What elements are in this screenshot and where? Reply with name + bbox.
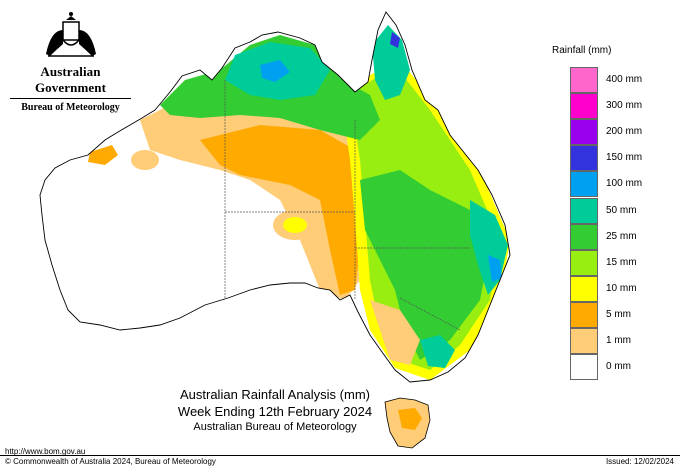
legend-swatch: [570, 275, 598, 302]
map-title: Australian Rainfall Analysis (mm): [179, 387, 370, 402]
legend-label: 300 mm: [606, 100, 643, 112]
legend-swatch: [570, 223, 598, 250]
legend-label: 15 mm: [606, 256, 637, 268]
south-east-teal-region: [420, 335, 455, 368]
west-orange-patch: [88, 145, 118, 165]
map-title-block: Australian Rainfall Analysis (mm) Week E…: [120, 386, 430, 435]
tasmania-orange-area: [398, 408, 422, 430]
footer-divider: [0, 455, 680, 456]
australia-coastline: [39, 11, 511, 383]
legend-swatch: [570, 171, 598, 198]
cape-teal-region: [372, 25, 410, 100]
footer-url[interactable]: http://www.bom.gov.au: [5, 447, 86, 456]
legend-title: Rainfall (mm): [552, 45, 612, 56]
legend-label: 1 mm: [606, 335, 631, 346]
legend-label: 0 mm: [606, 361, 631, 373]
legend-swatch: [570, 354, 598, 381]
central-yellow-ring: [283, 217, 307, 233]
legend-swatch: [570, 249, 598, 276]
inland-tan-patch: [131, 150, 159, 170]
east-coast-blue-patch: [488, 255, 502, 282]
legend-label: 200 mm: [606, 126, 643, 138]
legend-label: 50 mm: [606, 204, 637, 216]
legend-swatch: [570, 67, 598, 93]
north-blue-patch: [260, 60, 290, 82]
south-tan-region: [370, 300, 420, 365]
map-subtitle: Week Ending 12th February 2024: [177, 404, 373, 419]
legend-swatch: [570, 93, 598, 120]
legend-label: 150 mm: [606, 152, 643, 164]
east-green-region: [360, 170, 490, 360]
footer-issued: Issued: 12/02/2024: [605, 457, 674, 466]
bureau-name: Bureau of Meteorology: [21, 102, 120, 113]
government-logo: Australian Government Bureau of Meteorol…: [8, 10, 133, 113]
footer-copyright: © Commonwealth of Australia 2024, Bureau…: [5, 457, 216, 466]
legend-label: 10 mm: [606, 282, 637, 294]
legend-swatch: [570, 328, 598, 354]
cape-blue-patch: [390, 32, 400, 48]
north-orange-region: [200, 125, 365, 295]
legend-swatch: [570, 119, 598, 146]
government-name: Australian Government: [34, 64, 107, 95]
legend-label: 25 mm: [606, 230, 637, 242]
legend-swatch: [570, 301, 598, 328]
legend-swatch: [570, 145, 598, 172]
legend-swatch: [570, 197, 598, 224]
coat-of-arms-icon: [45, 12, 96, 57]
legend-label: 100 mm: [606, 178, 643, 190]
state-border-nsw-vic: [399, 297, 461, 331]
legend-label: 5 mm: [606, 308, 631, 320]
legend-label: 400 mm: [606, 74, 643, 85]
map-agency: Australian Bureau of Meteorology: [193, 421, 357, 433]
